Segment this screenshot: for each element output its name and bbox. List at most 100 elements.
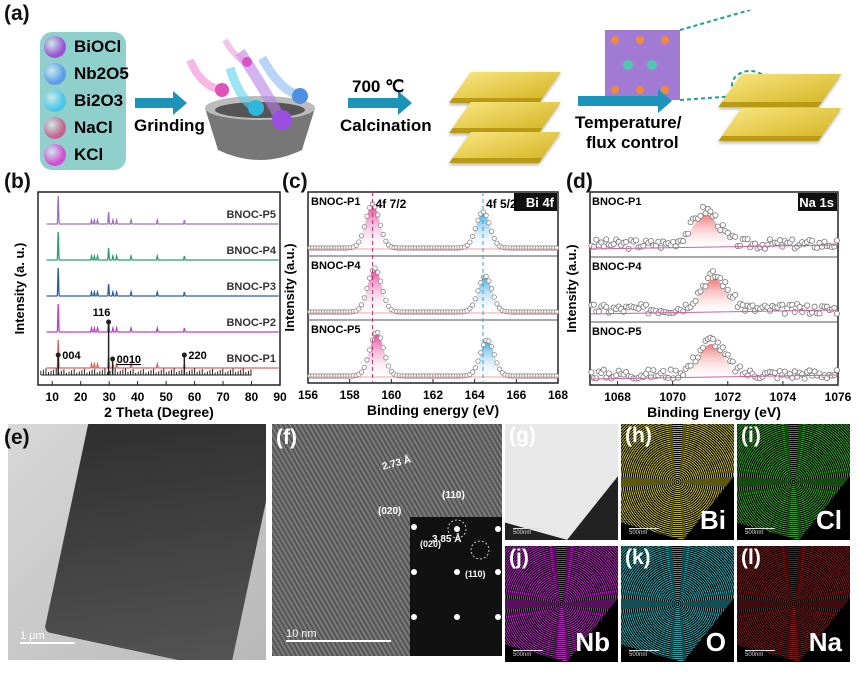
data-point <box>801 375 808 382</box>
reference-label: 116 <box>93 307 111 319</box>
data-point <box>742 307 749 314</box>
precursor-name: KCl <box>74 145 104 164</box>
x-tick-label: 1076 <box>825 390 852 404</box>
eds-map-j: (j) Nb 500nm <box>505 546 618 662</box>
data-point <box>356 306 362 312</box>
data-point <box>380 344 386 351</box>
data-point <box>811 303 818 310</box>
data-point <box>472 296 478 302</box>
fitted-peak <box>661 344 761 378</box>
x-axis-label: 2 Theta (Degree) <box>104 404 214 420</box>
panel-label-d: (d) <box>566 170 593 193</box>
data-point <box>744 236 751 243</box>
data-point <box>610 241 617 248</box>
reference-label: 4f 7/2 <box>376 197 407 211</box>
data-point <box>816 310 823 317</box>
plot-frame <box>37 191 281 386</box>
data-point <box>737 242 744 249</box>
data-point <box>707 208 714 215</box>
data-point <box>814 244 821 251</box>
data-point <box>724 351 731 358</box>
data-point <box>749 302 756 309</box>
plane-110: (110) <box>442 490 465 501</box>
data-point <box>475 217 481 223</box>
arrow-flux-control <box>578 89 672 113</box>
x-tick-label: 70 <box>216 390 230 404</box>
panel-label-c: (c) <box>282 170 308 193</box>
data-point <box>553 245 560 251</box>
x-tick-label: 168 <box>548 388 568 402</box>
x-tick-label: 1074 <box>770 390 797 404</box>
data-point <box>383 238 389 244</box>
na1s-xps-chart: 1068 1070 1072 1074 1076 Binding Energy (eV) I… <box>566 191 852 420</box>
x-tick-label: 156 <box>298 388 318 402</box>
data-point <box>475 288 481 294</box>
data-point <box>488 286 495 292</box>
data-point <box>699 344 706 351</box>
scale-bar: 500nm <box>745 528 775 536</box>
data-point <box>383 297 389 303</box>
xrd-series-line <box>46 231 279 261</box>
arrow-grinding <box>135 91 187 115</box>
precursor-ball-icon <box>44 36 66 58</box>
data-point <box>472 226 478 232</box>
nanosheet <box>449 132 561 163</box>
data-point <box>491 235 497 242</box>
chart-title: Na 1s <box>799 195 834 210</box>
data-point <box>704 275 711 282</box>
data-point <box>789 301 796 308</box>
precursor-ball-icon <box>44 90 66 112</box>
reference-peak-marker <box>110 356 116 362</box>
x-tick-label: 1070 <box>659 390 686 404</box>
reference-label: 4f 5/2 <box>486 197 517 211</box>
data-point <box>702 283 709 290</box>
data-point <box>833 237 840 244</box>
data-point <box>771 369 778 376</box>
data-point <box>722 279 729 286</box>
data-point <box>774 375 781 382</box>
data-point <box>488 343 495 350</box>
fitted-peak <box>458 276 513 312</box>
series-label: BNOC-P1 <box>592 196 642 208</box>
data-point <box>717 275 724 282</box>
y-axis-label: Intensity (a. u.) <box>12 243 27 335</box>
nanosheet <box>449 102 561 133</box>
fitted-peak <box>345 204 400 248</box>
series-label: BNOC-P1 <box>226 353 276 365</box>
precursor-ball-icon <box>44 63 66 85</box>
panel-label-k: (k) <box>625 546 651 569</box>
data-point <box>486 338 492 344</box>
fitted-peak <box>349 332 404 376</box>
xrd-series-line <box>46 339 279 369</box>
data-point <box>809 237 816 244</box>
xrd-series-line <box>46 267 279 297</box>
scale-bar: 500nm <box>629 528 659 536</box>
x-tick-label: 40 <box>131 390 145 404</box>
data-point <box>821 238 828 245</box>
data-point <box>732 291 739 298</box>
data-point <box>714 339 721 346</box>
data-point <box>367 205 373 211</box>
bi4f-xps-chart: 156 158 160 162 164 166 168 Binding energy (eV)… <box>282 191 568 418</box>
data-point <box>687 362 694 369</box>
data-point <box>364 213 370 220</box>
data-point <box>464 242 470 248</box>
x-tick-label: 1072 <box>714 390 741 404</box>
data-point <box>491 294 497 300</box>
reference-peak-marker <box>106 319 112 325</box>
precursor-item: BiOCl <box>44 36 121 58</box>
data-point <box>660 367 667 374</box>
data-point <box>672 367 679 374</box>
panel-label-b: (b) <box>4 170 31 193</box>
data-point <box>361 224 367 230</box>
reference-label: 0010 <box>117 354 141 366</box>
element-label: O <box>705 627 726 657</box>
element-label: Nb <box>575 627 610 657</box>
d-spacing-020: 2.73 Å <box>381 454 413 473</box>
data-point <box>469 369 476 375</box>
y-axis-label: Intensity (a.u.) <box>566 244 579 332</box>
data-point <box>377 222 384 228</box>
xrd-series-line <box>46 195 279 225</box>
data-point <box>605 370 612 377</box>
